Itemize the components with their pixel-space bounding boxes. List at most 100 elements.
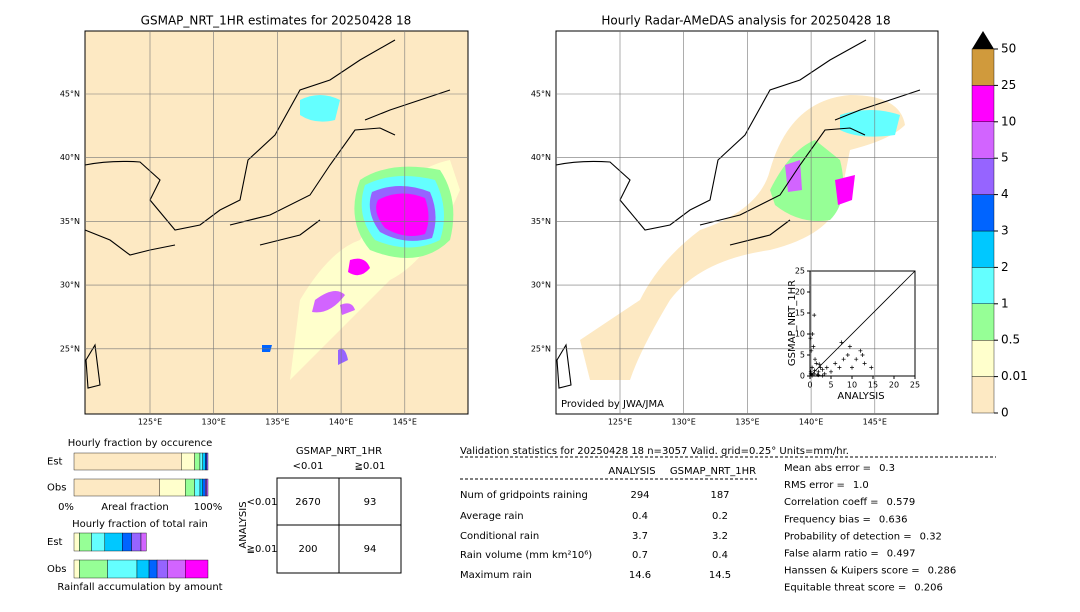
point (822, 371, 827, 376)
category-label: Est (47, 457, 63, 468)
colorbar-segment (971, 303, 995, 341)
colorbar-label: 0.5 (1001, 333, 1020, 347)
stat-value: 0.7 (632, 550, 648, 561)
score-label: Equitable threat score = (784, 583, 906, 594)
x-tick-label: 20 (889, 381, 899, 390)
stat-value: 0.4 (632, 511, 648, 522)
bar-segment (180, 452, 195, 471)
score-value: 0.206 (914, 583, 943, 594)
column-header: ANALYSIS (608, 466, 655, 477)
table-cell: 93 (364, 497, 377, 508)
stat-label: Maximum rain (460, 570, 532, 581)
axis-label: 0% (58, 502, 74, 513)
point (847, 344, 852, 349)
lon-label: 125°E (608, 418, 632, 427)
left-map (84, 30, 469, 415)
point (815, 372, 820, 377)
col-label: ≧0.01 (355, 461, 386, 472)
colorbar-label: 2 (1001, 260, 1009, 274)
x-tick-label: 5 (828, 381, 833, 390)
lon-label: 130°E (202, 418, 226, 427)
category-label: Obs (47, 483, 66, 494)
point (812, 313, 817, 318)
point (862, 361, 867, 366)
bar-segment (194, 452, 201, 471)
stat-value: 14.6 (629, 570, 651, 581)
lat-label: 40°N (531, 153, 551, 162)
bar-segment (206, 452, 209, 471)
point (817, 362, 822, 367)
bar-segment (73, 452, 182, 471)
colorbar-label: 0.01 (1001, 369, 1028, 383)
lon-label: 135°E (265, 418, 289, 427)
point (824, 365, 829, 370)
chart-title: Hourly fraction by occurence (68, 438, 212, 449)
lat-label: 35°N (531, 217, 551, 226)
axis-label: 100% (194, 502, 223, 513)
col-label: <0.01 (293, 461, 324, 472)
bar-segment (205, 478, 207, 497)
stat-value: 0.4 (712, 550, 728, 561)
point (839, 340, 844, 345)
point (858, 348, 863, 353)
colorbar-segment (971, 48, 995, 86)
credit: Provided by JWA/JMA (561, 399, 664, 410)
score-value: 0.3 (879, 463, 895, 474)
y-tick-label: 20 (795, 288, 805, 297)
stat-value: 3.2 (712, 531, 728, 542)
row-label: ≧0.01 (247, 544, 278, 555)
y-tick-label: 10 (795, 330, 805, 339)
lat-label: 45°N (60, 90, 80, 99)
point (813, 357, 818, 362)
point (820, 373, 825, 378)
point (816, 373, 821, 378)
x-tick-label: 25 (910, 381, 920, 390)
rain-field (580, 95, 905, 380)
bar-segment (202, 452, 206, 471)
point (810, 365, 815, 370)
row-title: ANALYSIS (238, 501, 249, 548)
lat-label: 30°N (60, 281, 80, 290)
x-tick-label: 0 (807, 381, 812, 390)
bar-segment (79, 532, 92, 552)
bar-segment (107, 559, 138, 579)
lon-label: 145°E (863, 418, 887, 427)
colorbar-label: 0 (1001, 406, 1009, 420)
point (810, 332, 815, 336)
score-label: Correlation coeff = (784, 497, 879, 508)
score-label: Mean abs error = (784, 463, 871, 474)
point (820, 367, 825, 372)
score-value: 0.497 (887, 549, 916, 560)
bar-segment (167, 559, 186, 579)
bar-segment (91, 532, 106, 552)
lon-label: 130°E (672, 418, 696, 427)
colorbar-segment (971, 121, 995, 159)
category-label: Est (47, 537, 63, 548)
bar-segment (205, 452, 207, 471)
score-label: Hanssen & Kuipers score = (784, 566, 920, 577)
bar-segment (73, 478, 160, 497)
table-cell: 200 (298, 544, 317, 555)
point (816, 369, 821, 374)
score-value: 0.32 (920, 531, 942, 542)
x-tick-label: 15 (868, 381, 878, 390)
stat-label: Num of gridpoints raining (460, 490, 588, 501)
bar-segment (185, 478, 195, 497)
y-axis-label: GSMAP_NRT_1HR (787, 280, 798, 366)
table-title: GSMAP_NRT_1HR (296, 446, 382, 457)
bar-segment (136, 559, 150, 579)
bar-segment (122, 532, 132, 552)
y-tick-label: 5 (800, 351, 805, 360)
stat-value: 187 (710, 490, 729, 501)
chart-title: Hourly fraction of total rain (72, 519, 208, 530)
stat-label: Conditional rain (460, 531, 539, 542)
y-tick-label: 15 (795, 309, 805, 318)
point (850, 365, 854, 370)
axis-label: Areal fraction (101, 502, 168, 513)
point (809, 372, 814, 377)
colorbar-segment (971, 194, 995, 232)
colorbar-segment (971, 340, 995, 377)
stat-label: Average rain (460, 511, 524, 522)
column-header: GSMAP_NRT_1HR (670, 466, 756, 477)
